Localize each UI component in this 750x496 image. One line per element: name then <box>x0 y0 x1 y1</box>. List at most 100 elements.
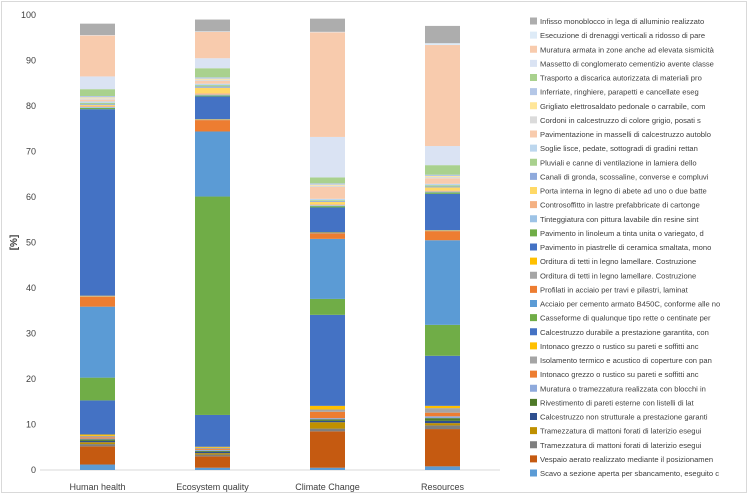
bar-segment-24-human-health <box>80 101 115 103</box>
legend-swatch <box>530 229 537 237</box>
legend-swatch <box>530 314 537 322</box>
bar-segment-17-human-health <box>80 109 115 296</box>
bar-segment-30-resources <box>425 146 460 166</box>
y-tick-label: 30 <box>26 329 36 339</box>
bar-segment-19-climate-change <box>310 205 345 207</box>
legend-swatch <box>530 59 537 67</box>
legend-swatch <box>530 271 537 279</box>
y-tick-label: 60 <box>26 192 36 202</box>
bar-segment-29-climate-change <box>310 177 345 184</box>
bar-segment-13-resources <box>425 240 460 325</box>
legend-swatch <box>530 144 537 152</box>
bar-segment-6-human-health <box>80 439 115 441</box>
legend-swatch <box>530 455 537 463</box>
y-tick-label: 50 <box>26 238 36 248</box>
legend-entry: Cordoni in calcestruzzo di colore grigio… <box>540 116 701 125</box>
bar-segment-2-ecosystem-quality <box>195 456 230 468</box>
legend-entry: Scavo a sezione aperta per sbancamento, … <box>540 469 719 478</box>
legend-entry: Controsoffitto in lastre prefabbricate d… <box>540 201 700 210</box>
legend-entry: Acciaio per cemento armato B450C, confor… <box>540 300 720 309</box>
bar-segment-10-resources <box>425 405 460 409</box>
bar-segment-1-climate-change <box>310 467 345 470</box>
legend-entry: Orditura di tetti in legno lamellare. Co… <box>540 271 696 280</box>
legend-swatch <box>530 441 537 449</box>
bar-segment-12-climate-change <box>310 298 345 315</box>
legend-swatch <box>530 257 537 265</box>
legend-entry: Intonaco grezzo o rustico su pareti e so… <box>540 342 699 351</box>
bar-segment-1-ecosystem-quality <box>195 467 230 470</box>
bar-segment-14-human-health <box>80 296 115 307</box>
bar-segment-26-climate-change <box>310 185 345 187</box>
bar-segment-23-resources <box>425 185 460 187</box>
bar-segment-10-human-health <box>80 434 115 436</box>
bar-segment-33-resources <box>425 25 460 44</box>
legend-entry: Orditura di tetti in legno lamellare. Co… <box>540 257 696 266</box>
bar-segment-18-ecosystem-quality <box>195 95 230 97</box>
legend-entry: Inferriate, ringhiere, parapetti e cance… <box>540 88 699 97</box>
bar-segment-24-ecosystem-quality <box>195 83 230 86</box>
legend-entry: Canali di gronda, scossaline, converse e… <box>540 172 709 181</box>
bar-segment-2-human-health <box>80 446 115 465</box>
bar-segment-7-human-health <box>80 438 115 440</box>
bar-segment-20-resources <box>425 190 460 192</box>
bar-segment-12-resources <box>425 324 460 356</box>
bar-segment-3-human-health <box>80 444 115 447</box>
bar-segment-25-human-health <box>80 99 115 102</box>
legend-swatch <box>530 187 537 194</box>
bar-segment-24-climate-change <box>310 198 345 201</box>
bar-segment-20-human-health <box>80 106 115 107</box>
bar-segment-19-ecosystem-quality <box>195 94 230 96</box>
bar-segment-31-climate-change <box>310 32 345 137</box>
y-tick-label: 100 <box>21 10 36 20</box>
bar-segment-23-climate-change <box>310 200 345 202</box>
bar-segment-26-resources <box>425 176 460 179</box>
bar-segment-9-human-health <box>80 435 115 438</box>
bar-segment-22-climate-change <box>310 201 345 203</box>
legend-swatch <box>530 215 537 223</box>
legend-swatch <box>530 469 537 477</box>
bar-segment-9-resources <box>425 408 460 413</box>
bar-segment-29-resources <box>425 165 460 175</box>
legend-entry: Massetto di conglomerato cementizio aven… <box>540 59 714 68</box>
legend-swatch <box>530 130 537 138</box>
x-tick-label: Climate Change <box>295 482 360 492</box>
bar-segment-3-ecosystem-quality <box>195 454 230 457</box>
bar-segment-30-climate-change <box>310 136 345 178</box>
bar-segment-13-ecosystem-quality <box>195 131 230 197</box>
bar-segment-29-ecosystem-quality <box>195 68 230 78</box>
bar-segment-30-ecosystem-quality <box>195 58 230 69</box>
x-tick-label: Ecosystem quality <box>176 482 249 492</box>
y-tick-label: 0 <box>31 465 36 475</box>
legend-swatch <box>530 158 537 166</box>
bar-segment-22-resources <box>425 186 460 188</box>
bar-segment-3-climate-change <box>310 428 345 432</box>
chart-axes: 0 10 20 30 40 50 60 70 80 90 100 [%] Human health Eco… <box>9 10 500 492</box>
bar-segment-18-climate-change <box>310 206 345 208</box>
bar-segment-21-human-health <box>80 105 115 106</box>
legend-entry: Tramezzatura di mattoni forati di lateri… <box>540 441 702 450</box>
legend-swatch <box>530 356 537 364</box>
bar-segment-24-resources <box>425 183 460 186</box>
x-tick-label: Resources <box>421 482 465 492</box>
chart-bars <box>80 18 460 470</box>
bar-segment-19-resources <box>425 191 460 193</box>
bar-segment-14-ecosystem-quality <box>195 120 230 132</box>
bar-segment-21-resources <box>425 187 460 191</box>
legend-entry: Soglie lisce, pedate, sottogradi di grad… <box>540 144 698 153</box>
bar-segment-32-resources <box>425 43 460 46</box>
legend-swatch <box>530 243 537 251</box>
bar-segment-25-climate-change <box>310 186 345 199</box>
bar-segment-20-ecosystem-quality <box>195 93 230 95</box>
legend-entry: Tinteggiatura con pittura lavabile din r… <box>540 215 699 224</box>
bar-segment-10-climate-change <box>310 405 345 410</box>
legend-swatch <box>530 384 537 392</box>
legend-swatch <box>530 370 537 378</box>
bar-segment-33-human-health <box>80 23 115 36</box>
bar-segment-11-ecosystem-quality <box>195 414 230 447</box>
legend-swatch <box>530 31 537 39</box>
bar-segment-8-human-health <box>80 437 115 439</box>
legend-swatch <box>530 300 537 307</box>
bar-segment-31-ecosystem-quality <box>195 31 230 59</box>
y-tick-label: 40 <box>26 283 36 293</box>
